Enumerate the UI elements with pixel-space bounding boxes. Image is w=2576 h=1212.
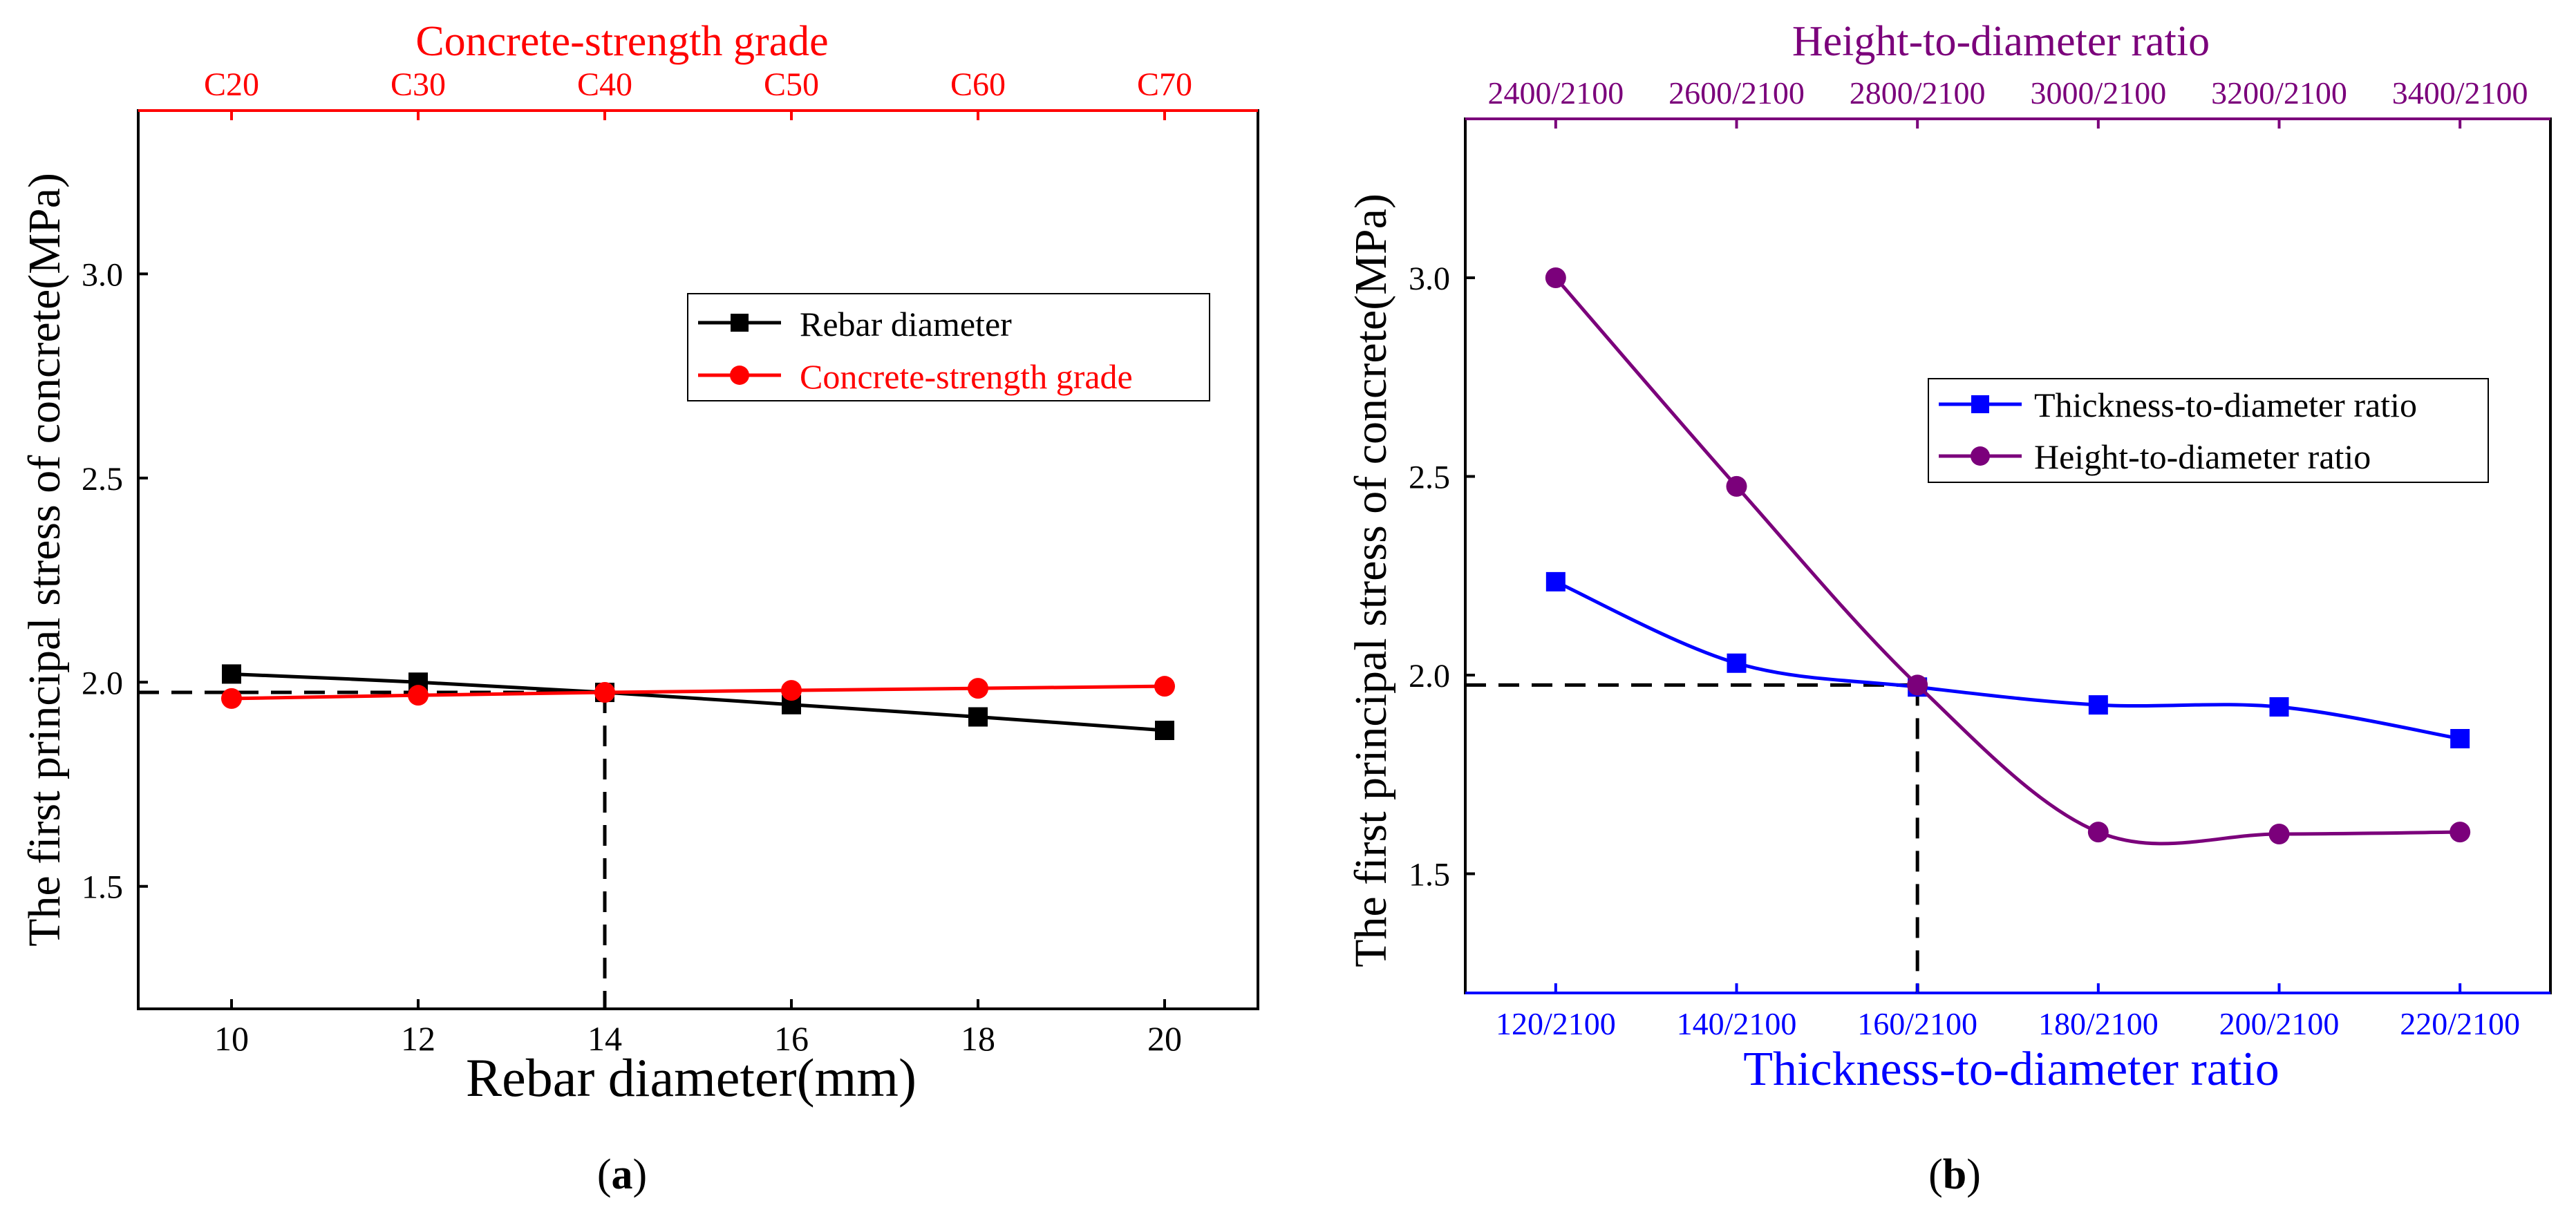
- data-point: [781, 680, 802, 701]
- top-tick-label: 2600/2100: [1668, 75, 1805, 111]
- y-tick-label: 3.0: [1409, 261, 1450, 297]
- panel-a: 1.5 2.0 2.5 3.0 10 12 14 16 18 20 C20 C30 C40 C50 C6…: [19, 18, 1259, 1198]
- bottom-tick-label: 140/2100: [1677, 1006, 1797, 1041]
- top-axis-title: Concrete-strength grade: [415, 18, 828, 65]
- top-tick-label: C60: [950, 66, 1006, 103]
- top-axis-ticks: 2400/2100 2600/2100 2800/2100 3000/2100 3200…: [1487, 75, 2528, 129]
- data-point: [1154, 676, 1175, 697]
- y-tick-label: 2.0: [82, 665, 123, 701]
- legend-marker-height: [1971, 446, 1990, 466]
- legend-marker-rebar: [731, 314, 749, 332]
- data-point: [2087, 822, 2109, 843]
- legend-label-rebar: Rebar diameter: [800, 305, 1012, 343]
- panel-label-a: (a): [597, 1151, 647, 1198]
- top-tick-label: 3000/2100: [2030, 75, 2166, 111]
- data-point: [968, 707, 988, 727]
- top-tick-label: C40: [577, 66, 632, 103]
- bottom-tick-label: 20: [1147, 1019, 1182, 1058]
- top-tick-label: C50: [764, 66, 819, 103]
- top-tick-label: 2800/2100: [1850, 75, 1986, 111]
- legend-label-grade: Concrete-strength grade: [800, 357, 1133, 396]
- series-line: [231, 684, 1165, 701]
- data-point: [1545, 571, 1566, 591]
- data-point: [408, 685, 429, 706]
- left-axis-title: The first principal stress of concrete(M…: [19, 173, 70, 947]
- data-point: [222, 664, 241, 684]
- bottom-tick-label: 180/2100: [2038, 1006, 2159, 1041]
- bottom-tick-label: 14: [587, 1019, 622, 1058]
- data-point: [1726, 475, 1747, 497]
- plot-frame: [1464, 117, 2552, 994]
- data-point: [1727, 653, 1747, 673]
- data-point: [221, 688, 242, 709]
- bottom-tick-label: 200/2100: [2219, 1006, 2340, 1041]
- panel-b: 1.5 2.0 2.5 3.0 120/2100 140/2100 160/2100 180…: [1346, 18, 2552, 1198]
- data-point: [968, 678, 988, 699]
- legend: Thickness-to-diameter ratio Height-to-di…: [1928, 378, 2489, 483]
- legend-marker-grade: [730, 366, 749, 385]
- data-point: [2268, 824, 2290, 844]
- top-tick-label: 3400/2100: [2392, 75, 2528, 111]
- y-tick-label: 2.5: [1409, 460, 1450, 496]
- y-axis-ticks: 1.5 2.0 2.5 3.0: [82, 256, 148, 906]
- y-axis-ticks: 1.5 2.0 2.5 3.0: [1409, 261, 1475, 893]
- bottom-axis-title: Thickness-to-diameter ratio: [1743, 1043, 2279, 1096]
- data-point: [2088, 695, 2108, 715]
- data-point: [1907, 674, 1928, 696]
- legend-label-height: Height-to-diameter ratio: [2034, 437, 2371, 476]
- series-line: [1554, 580, 2461, 741]
- data-point: [2450, 822, 2471, 843]
- series-line: [1554, 276, 2461, 846]
- data-point: [1545, 267, 1566, 288]
- series-line: [231, 672, 1165, 732]
- left-axis-title: The first principal stress of concrete(M…: [1346, 193, 1396, 967]
- legend-marker-thickness: [1971, 395, 1989, 413]
- y-tick-label: 3.0: [82, 256, 123, 293]
- legend-box: [687, 293, 1210, 401]
- bottom-tick-label: 120/2100: [1496, 1006, 1616, 1041]
- y-tick-label: 1.5: [82, 869, 123, 906]
- bottom-axis-ticks: 120/2100 140/2100 160/2100 180/2100 200/2100…: [1496, 983, 2520, 1041]
- legend-box: [1928, 378, 2489, 483]
- data-point: [2450, 729, 2470, 748]
- top-tick-label: C30: [391, 66, 446, 103]
- data-point: [594, 682, 615, 703]
- series-layer: [221, 664, 1175, 740]
- legend: Rebar diameter Concrete-strength grade: [687, 293, 1210, 401]
- legend-label-thickness: Thickness-to-diameter ratio: [2034, 386, 2417, 424]
- top-tick-label: 3200/2100: [2211, 75, 2347, 111]
- bottom-tick-label: 10: [214, 1019, 249, 1058]
- bottom-tick-label: 16: [774, 1019, 809, 1058]
- series-layer: [1545, 267, 2471, 846]
- bottom-tick-label: 160/2100: [1857, 1006, 1977, 1041]
- bottom-axis-title: Rebar diameter(mm): [466, 1048, 916, 1108]
- y-tick-label: 2.0: [1409, 658, 1450, 694]
- bottom-tick-label: 18: [961, 1019, 995, 1058]
- panel-label-b-letter: b: [1943, 1151, 1966, 1198]
- panel-label-b: (b): [1928, 1151, 1981, 1198]
- plot-frame: [137, 109, 1259, 1010]
- data-point: [1155, 721, 1174, 740]
- top-tick-label: C70: [1137, 66, 1192, 103]
- bottom-tick-label: 220/2100: [2400, 1006, 2520, 1041]
- reference-lines: [138, 690, 607, 1009]
- bottom-tick-label: 12: [401, 1019, 435, 1058]
- reference-lines: [1465, 683, 1919, 993]
- y-tick-label: 2.5: [82, 461, 123, 498]
- top-axis-ticks: C20 C30 C40 C50 C60 C70: [204, 66, 1192, 120]
- top-tick-label: C20: [204, 66, 259, 103]
- data-point: [2269, 697, 2289, 717]
- y-tick-label: 1.5: [1409, 857, 1450, 893]
- bottom-axis-ticks: 10 12 14 16 18 20: [214, 999, 1182, 1058]
- top-tick-label: 2400/2100: [1487, 75, 1624, 111]
- panel-label-a-letter: a: [612, 1151, 633, 1198]
- top-axis-title: Height-to-diameter ratio: [1792, 18, 2210, 65]
